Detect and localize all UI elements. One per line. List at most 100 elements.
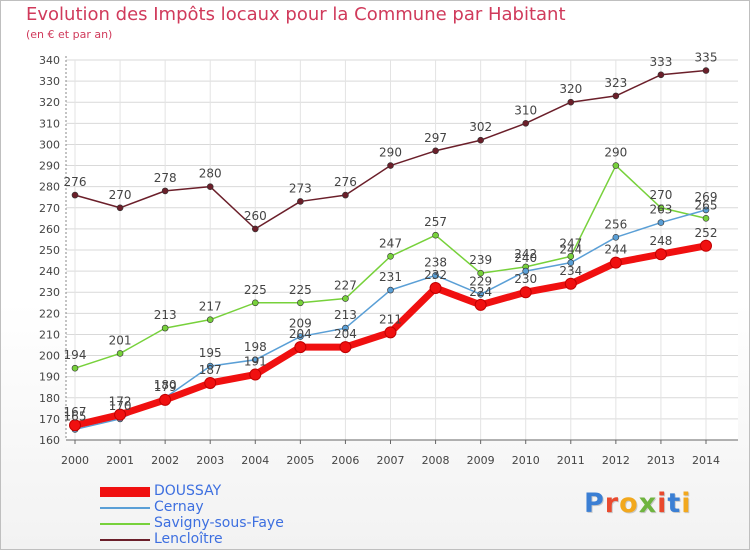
chart-subtitle: (en € et par an) — [26, 28, 113, 41]
data-label: 290 — [604, 146, 627, 160]
x-tick-label: 2009 — [467, 454, 495, 467]
data-label: 165 — [64, 409, 87, 423]
data-label: 231 — [379, 270, 402, 284]
data-label: 276 — [334, 175, 357, 189]
data-point — [69, 419, 81, 432]
data-point — [657, 204, 665, 212]
y-tick-label: 340 — [39, 54, 60, 67]
legend-swatch — [100, 487, 150, 497]
data-label: 234 — [559, 264, 582, 278]
x-tick-label: 2001 — [106, 454, 134, 467]
data-point — [657, 71, 665, 79]
data-point — [609, 256, 622, 269]
x-tick-label: 2012 — [602, 454, 630, 467]
data-point — [612, 92, 620, 100]
data-point — [114, 408, 127, 421]
y-tick-label: 290 — [39, 160, 60, 173]
data-point — [161, 187, 169, 195]
x-tick-label: 2008 — [422, 454, 450, 467]
data-point — [519, 286, 532, 299]
data-label: 204 — [334, 327, 357, 341]
data-point — [249, 368, 262, 381]
data-label: 229 — [469, 274, 492, 288]
y-tick-label: 240 — [39, 265, 60, 278]
axis-layer: 1601701801902002102202302402502602702802… — [39, 54, 738, 467]
data-point — [206, 183, 214, 190]
data-label: 333 — [649, 55, 672, 69]
x-tick-label: 2000 — [61, 454, 89, 467]
data-label: 217 — [199, 300, 222, 314]
y-tick-label: 220 — [39, 307, 60, 320]
data-label: 247 — [379, 236, 402, 250]
data-point — [567, 259, 575, 266]
data-point — [297, 333, 304, 340]
data-label: 310 — [514, 103, 537, 117]
data-label: 225 — [289, 283, 312, 297]
data-point — [297, 198, 304, 205]
data-point — [251, 299, 259, 307]
data-point — [702, 67, 710, 74]
proxiti-logo: Proxiti — [584, 488, 692, 519]
x-tick-label: 2004 — [241, 454, 269, 467]
data-point — [384, 326, 397, 339]
data-label: 278 — [154, 171, 177, 185]
data-label: 270 — [109, 188, 132, 202]
x-tick-label: 2007 — [377, 454, 405, 467]
legend-item-lenclo-tre: Lencloître — [100, 531, 360, 548]
data-label: 179 — [154, 380, 177, 394]
y-tick-label: 230 — [39, 286, 60, 299]
data-label: 209 — [289, 317, 312, 331]
data-label: 320 — [559, 82, 582, 96]
x-tick-label: 2002 — [151, 454, 179, 467]
data-label: 244 — [604, 243, 627, 257]
legend-label: Cernay — [154, 499, 204, 515]
data-point — [342, 295, 349, 302]
legend-label: DOUSSAY — [154, 483, 222, 499]
y-tick-label: 320 — [39, 96, 60, 109]
data-label: 242 — [514, 247, 537, 261]
x-tick-label: 2010 — [512, 454, 540, 467]
data-point — [251, 356, 259, 364]
data-label: 194 — [64, 348, 87, 362]
data-label: 273 — [289, 181, 312, 195]
data-label: 269 — [695, 190, 718, 204]
data-label-layer: 276 270 278 280 260 273 276 290 297 302 310 320 323 3… — [64, 51, 718, 424]
series-layer — [69, 67, 712, 433]
data-point — [297, 299, 304, 307]
data-point — [251, 225, 259, 233]
y-tick-label: 330 — [39, 75, 60, 88]
data-label: 204 — [289, 327, 312, 341]
y-tick-label: 190 — [39, 371, 60, 384]
grid-layer — [66, 59, 738, 441]
y-tick-label: 250 — [39, 244, 60, 257]
data-label: 270 — [649, 188, 672, 202]
data-label: 239 — [469, 253, 492, 267]
data-point — [116, 204, 124, 212]
y-tick-label: 260 — [39, 223, 60, 236]
data-label: 225 — [244, 283, 267, 297]
data-point — [432, 231, 439, 239]
series-savigny-sous-faye — [71, 162, 710, 372]
data-point — [342, 324, 349, 332]
data-point — [657, 219, 665, 226]
data-point — [206, 362, 214, 370]
y-tick-label: 310 — [39, 117, 60, 130]
data-label: 213 — [154, 308, 177, 322]
x-tick-label: 2011 — [557, 454, 585, 467]
data-point — [567, 98, 575, 106]
data-label: 265 — [695, 198, 718, 212]
data-label: 238 — [424, 255, 447, 269]
y-tick-label: 170 — [39, 413, 60, 426]
data-label: 227 — [334, 279, 357, 293]
y-tick-label: 160 — [39, 434, 60, 447]
data-label: 191 — [244, 355, 267, 369]
data-label: 248 — [649, 234, 672, 248]
data-label: 260 — [244, 209, 267, 223]
legend-label: Savigny-sous-Faye — [154, 515, 284, 531]
x-tick-label: 2006 — [331, 454, 359, 467]
data-point — [522, 267, 530, 275]
data-point — [522, 120, 530, 127]
data-label: 180 — [154, 378, 177, 392]
legend-item-savigny-sous-faye: Savigny-sous-Faye — [100, 515, 360, 532]
